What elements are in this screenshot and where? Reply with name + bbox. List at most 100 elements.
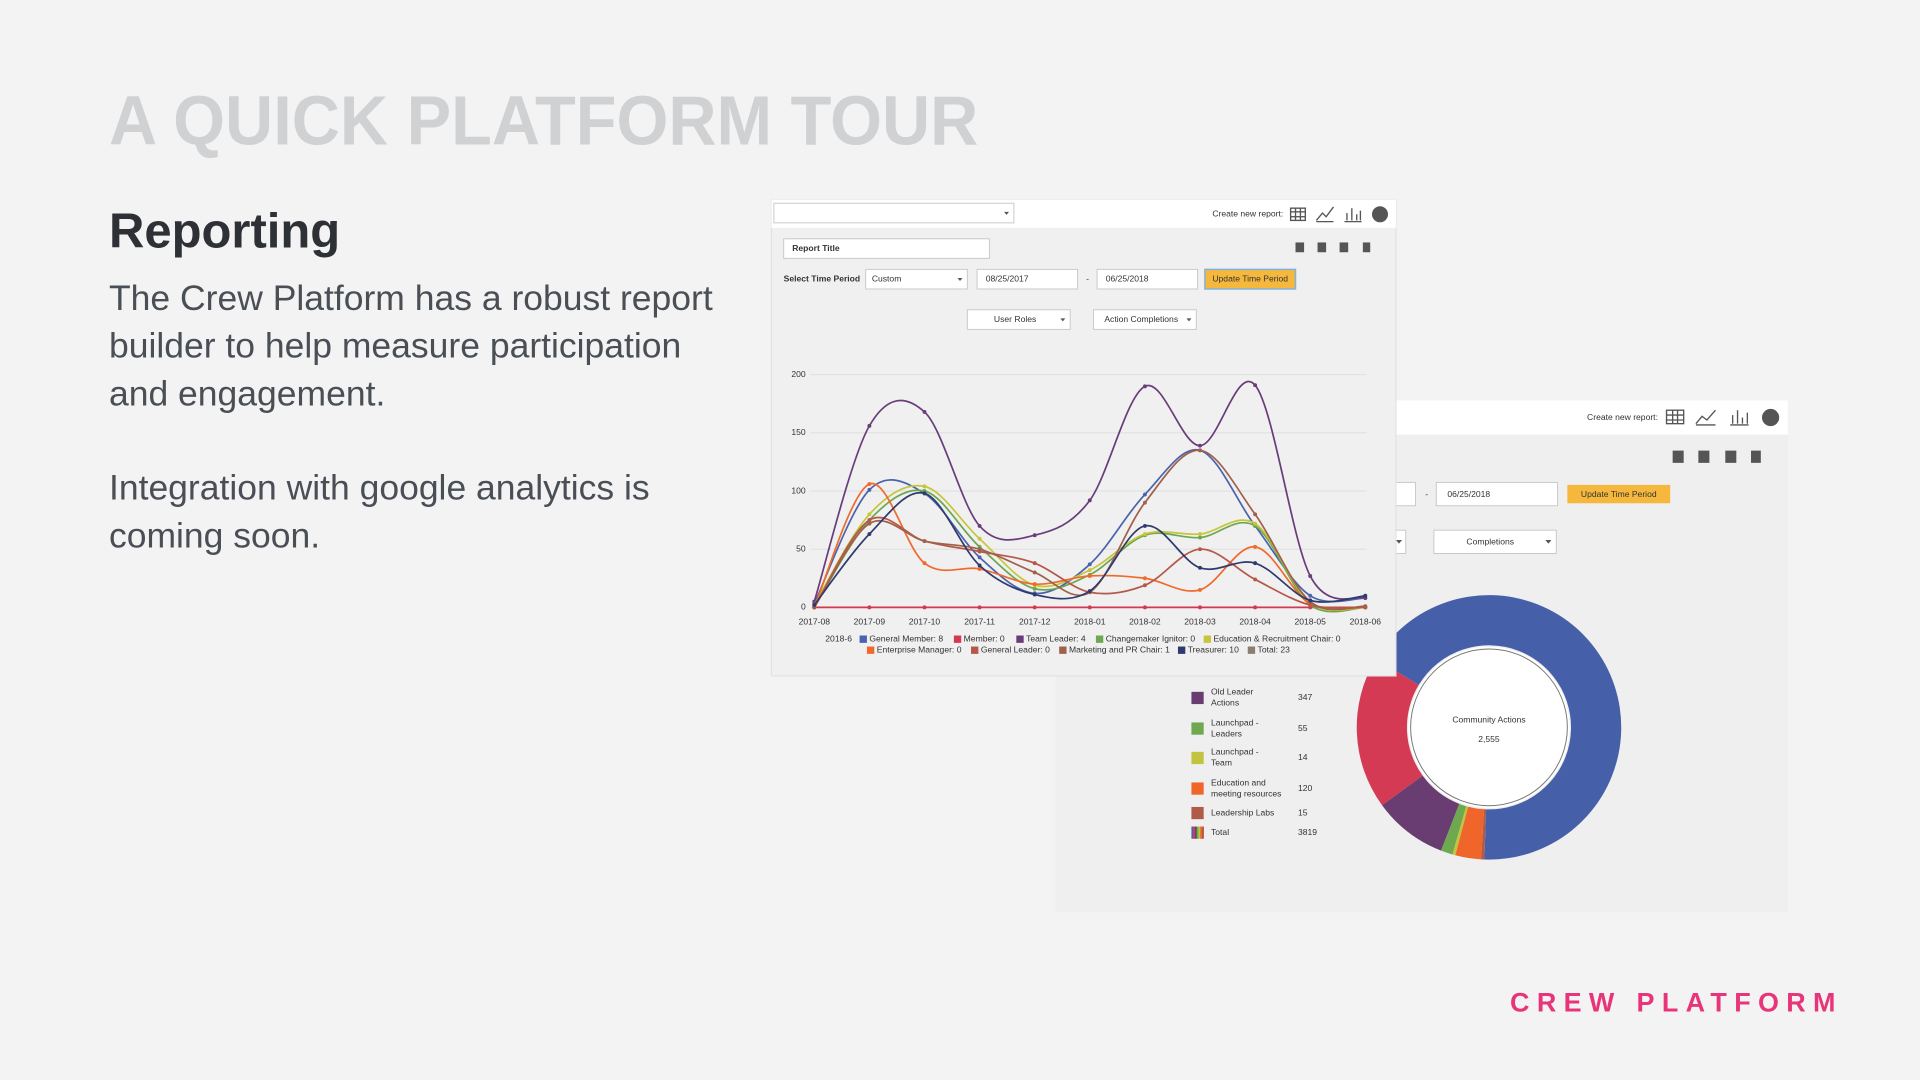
data-point (977, 563, 982, 568)
data-point (1253, 605, 1258, 610)
y-tick-label: 200 (791, 369, 806, 379)
legend-label: Actions (1211, 698, 1239, 708)
legend-label: Marketing and PR Chair: 1 (1069, 644, 1170, 654)
legend-swatch (1200, 826, 1203, 839)
y-tick-label: 150 (791, 427, 806, 437)
dropdown[interactable] (966, 309, 1071, 330)
data-point (1198, 587, 1202, 592)
series-line (813, 516, 1366, 609)
dropdown[interactable] (1433, 529, 1557, 554)
data-point (977, 523, 982, 528)
legend-swatch (1201, 826, 1204, 839)
toolbar-icons[interactable] (1665, 408, 1780, 427)
legend-label: General Member: 8 (869, 633, 943, 643)
line-chart: 0 50 100 150 200 2017-08 2017-09 2017-10 2017-11… (791, 369, 1381, 655)
data-point (1253, 512, 1258, 517)
update-button[interactable] (1204, 268, 1297, 290)
data-point (922, 491, 927, 496)
legend-swatch (1191, 751, 1204, 765)
data-point (867, 605, 872, 610)
donut-slice (1441, 803, 1467, 855)
data-point (922, 409, 927, 414)
data-point (922, 539, 927, 543)
legend-swatch (1193, 826, 1196, 839)
date-input[interactable] (1096, 268, 1199, 290)
legend-swatch (859, 635, 867, 643)
report-select[interactable] (773, 202, 1015, 224)
data-point (1308, 593, 1313, 598)
date-separator: - (1425, 489, 1428, 499)
panel-icons[interactable] (1672, 450, 1761, 463)
data-point (977, 536, 982, 541)
legend-label: meeting resources (1211, 788, 1281, 798)
data-point (1032, 582, 1037, 587)
start-date: 08/25/2017 (986, 273, 1029, 283)
panel-icons[interactable] (1295, 242, 1371, 253)
data-point (1087, 589, 1092, 594)
dropdown-arrow (957, 277, 963, 282)
legend-label: Education and (1211, 777, 1266, 787)
legend-swatch (866, 646, 875, 654)
legend-swatch (1194, 826, 1197, 839)
data-point (1087, 573, 1092, 578)
data-point (867, 487, 872, 492)
legend-title: 2018-6 (825, 633, 852, 643)
legend-swatch (1191, 826, 1194, 839)
data-point (1198, 443, 1202, 448)
data-point (1253, 521, 1258, 526)
legend-value: 15 (1298, 807, 1308, 817)
legend-swatch (953, 635, 962, 643)
title-input[interactable] (783, 238, 990, 259)
data-point (977, 567, 982, 571)
update-button[interactable] (1567, 484, 1671, 504)
data-point (1142, 583, 1147, 588)
data-point (1087, 562, 1092, 567)
data-point (1032, 592, 1037, 597)
donut-hole (1408, 646, 1570, 809)
data-point (1032, 561, 1037, 566)
period-select[interactable] (865, 268, 968, 290)
date-input[interactable] (976, 268, 1079, 290)
data-point (1032, 570, 1037, 575)
data-point (1363, 604, 1368, 609)
data-point (1198, 547, 1202, 552)
end-date: 06/25/2018 (1447, 489, 1490, 499)
x-tick-label: 2018-04 (1239, 616, 1271, 626)
legend-value: 120 (1298, 783, 1313, 793)
date-separator: - (1086, 273, 1089, 283)
data-point (867, 521, 872, 526)
paragraph-line: and engagement. (109, 373, 385, 413)
data-point (1198, 565, 1202, 570)
legend-value: 55 (1298, 723, 1308, 733)
toolbar-icons[interactable] (1289, 206, 1389, 223)
legend-label: Team Leader: 4 (1026, 633, 1086, 643)
legend-value: 14 (1298, 752, 1308, 762)
data-point (1087, 605, 1092, 610)
x-tick-label: 2018-05 (1294, 616, 1326, 626)
legend-swatch (1191, 722, 1204, 735)
legend-swatch (1095, 635, 1104, 643)
dropdown[interactable] (1092, 309, 1197, 330)
data-point (1142, 384, 1147, 389)
data-point (977, 605, 982, 610)
slide-title: A QUICK PLATFORM TOUR (109, 81, 978, 159)
legend-label: Leadership Labs (1211, 807, 1274, 817)
data-point (922, 484, 927, 489)
x-tick-label: 2017-10 (909, 616, 941, 626)
legend-label: Enterprise Manager: 0 (877, 644, 962, 654)
data-point (1253, 383, 1258, 388)
brand: CREW PLATFORM (1510, 987, 1843, 1017)
legend-label: Team (1211, 758, 1232, 768)
legend-swatch (1191, 691, 1204, 705)
y-tick-label: 100 (791, 485, 806, 495)
dropdown-arrow (1545, 540, 1552, 544)
data-point (1087, 498, 1092, 503)
panel (770, 198, 1397, 677)
date-input[interactable] (1435, 481, 1559, 507)
dropdown-arrow (1395, 540, 1403, 544)
report-front: Create new report: Report Title Select T… (770, 198, 1397, 677)
dropdown-arrow (1004, 211, 1009, 215)
donut-slice (1382, 775, 1460, 851)
y-tick-label: 50 (796, 543, 806, 553)
